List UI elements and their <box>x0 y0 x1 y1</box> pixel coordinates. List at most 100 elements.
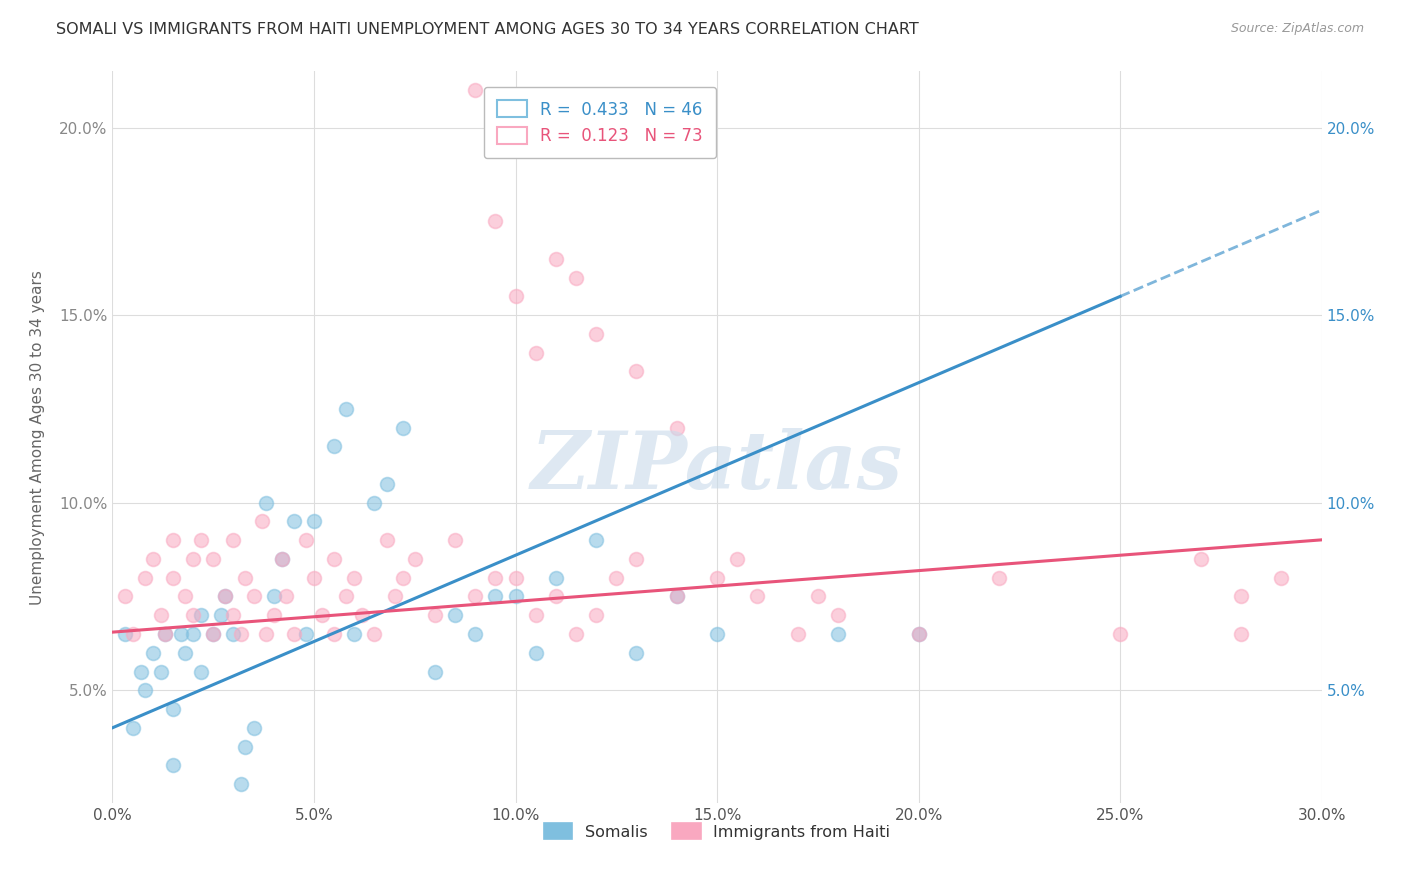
Point <box>263 608 285 623</box>
Point <box>585 326 607 341</box>
Point <box>153 627 176 641</box>
Point <box>263 590 285 604</box>
Point <box>335 401 357 416</box>
Point <box>170 627 193 641</box>
Point <box>484 571 506 585</box>
Point <box>391 420 413 434</box>
Point <box>134 571 156 585</box>
Point <box>827 627 849 641</box>
Point <box>270 552 292 566</box>
Point <box>214 590 236 604</box>
Point <box>181 552 204 566</box>
Point <box>235 739 257 754</box>
Point <box>343 571 366 585</box>
Point <box>464 590 486 604</box>
Point <box>222 533 245 548</box>
Point <box>484 214 506 228</box>
Point <box>129 665 152 679</box>
Point <box>524 646 547 660</box>
Point <box>149 665 172 679</box>
Point <box>174 646 197 660</box>
Point <box>423 665 446 679</box>
Point <box>323 627 346 641</box>
Point <box>202 552 225 566</box>
Point <box>464 83 486 97</box>
Point <box>295 627 318 641</box>
Point <box>343 627 366 641</box>
Point <box>1270 571 1292 585</box>
Point <box>242 590 264 604</box>
Point <box>444 608 467 623</box>
Point <box>1109 627 1132 641</box>
Point <box>706 627 728 641</box>
Point <box>524 608 547 623</box>
Point <box>626 646 648 660</box>
Point <box>544 571 567 585</box>
Point <box>283 515 305 529</box>
Point <box>162 571 184 585</box>
Point <box>250 515 273 529</box>
Point <box>626 552 648 566</box>
Point <box>725 552 748 566</box>
Point <box>335 590 357 604</box>
Point <box>254 496 277 510</box>
Point <box>444 533 467 548</box>
Point <box>270 552 292 566</box>
Point <box>190 608 212 623</box>
Text: ZIPatlas: ZIPatlas <box>531 427 903 505</box>
Point <box>464 627 486 641</box>
Point <box>423 608 446 623</box>
Point <box>274 590 297 604</box>
Point <box>1230 627 1253 641</box>
Point <box>585 533 607 548</box>
Point <box>134 683 156 698</box>
Point <box>235 571 257 585</box>
Point <box>214 590 236 604</box>
Point <box>149 608 172 623</box>
Point <box>209 608 232 623</box>
Point <box>665 420 688 434</box>
Y-axis label: Unemployment Among Ages 30 to 34 years: Unemployment Among Ages 30 to 34 years <box>31 269 45 605</box>
Point <box>352 608 374 623</box>
Point <box>484 590 506 604</box>
Point <box>626 364 648 378</box>
Point <box>807 590 830 604</box>
Point <box>706 571 728 585</box>
Point <box>222 627 245 641</box>
Point <box>363 627 385 641</box>
Point <box>121 627 143 641</box>
Point <box>907 627 929 641</box>
Point <box>311 608 333 623</box>
Point <box>1189 552 1212 566</box>
Point <box>544 590 567 604</box>
Point <box>114 627 136 641</box>
Point <box>162 702 184 716</box>
Point <box>222 608 245 623</box>
Point <box>747 590 769 604</box>
Point <box>907 627 929 641</box>
Point <box>827 608 849 623</box>
Point <box>988 571 1011 585</box>
Point <box>375 477 398 491</box>
Point <box>202 627 225 641</box>
Point <box>323 440 346 454</box>
Point <box>202 627 225 641</box>
Point <box>121 721 143 735</box>
Point <box>114 590 136 604</box>
Point <box>162 533 184 548</box>
Point <box>231 777 253 791</box>
Point <box>665 590 688 604</box>
Point <box>323 552 346 566</box>
Point <box>384 590 406 604</box>
Point <box>181 627 204 641</box>
Point <box>254 627 277 641</box>
Point <box>153 627 176 641</box>
Legend: Somalis, Immigrants from Haiti: Somalis, Immigrants from Haiti <box>537 817 897 846</box>
Point <box>505 571 527 585</box>
Point <box>505 590 527 604</box>
Point <box>283 627 305 641</box>
Point <box>363 496 385 510</box>
Point <box>295 533 318 548</box>
Point <box>565 627 588 641</box>
Point <box>231 627 253 641</box>
